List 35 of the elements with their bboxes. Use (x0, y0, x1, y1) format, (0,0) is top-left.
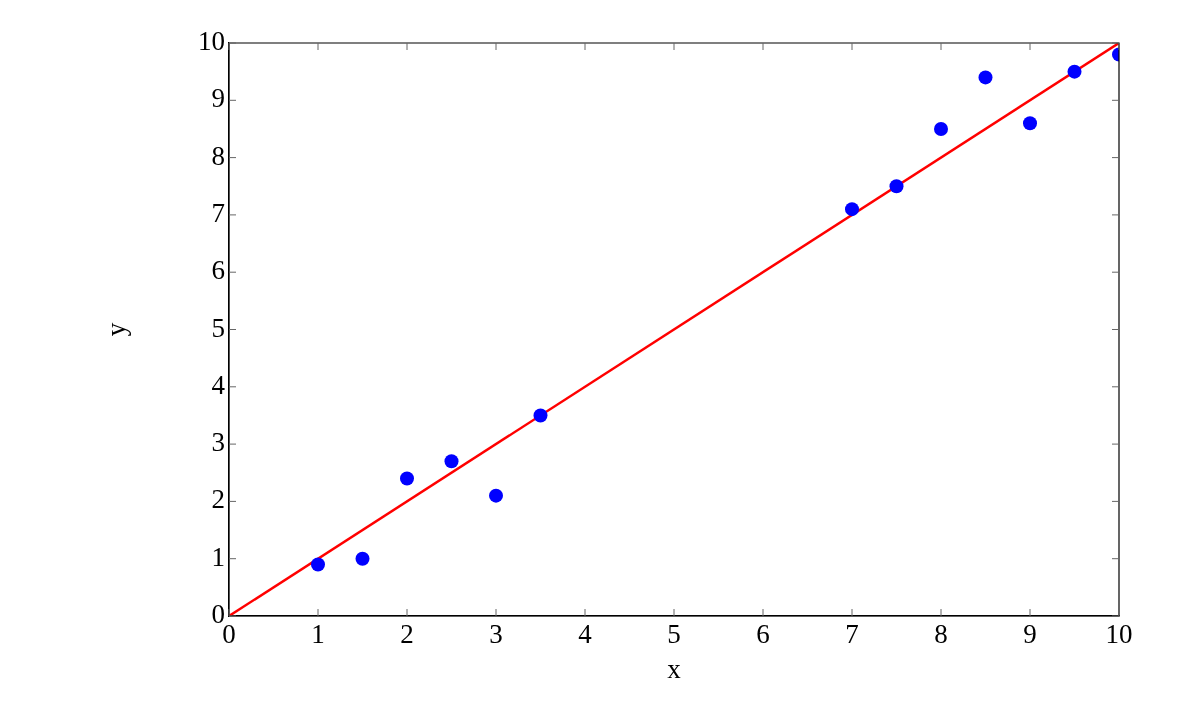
point (978, 70, 993, 85)
y-tick-label: 6 (211, 255, 225, 286)
x-tick-label: 6 (756, 619, 770, 650)
x-tick-label: 2 (400, 619, 414, 650)
point (533, 408, 548, 423)
x-tick-label: 8 (934, 619, 948, 650)
y-tick-label: 5 (211, 312, 225, 343)
x-tick-label: 5 (667, 619, 681, 650)
point (489, 488, 503, 503)
y-tick-label: 7 (211, 197, 225, 228)
point (311, 557, 325, 572)
y-tick-label: 10 (198, 26, 225, 57)
x-tick-label: 1 (311, 619, 325, 650)
x-tick-label: 4 (578, 619, 593, 650)
x-tick-label: 9 (1023, 619, 1037, 650)
point (1023, 116, 1037, 131)
y-tick-label: 8 (211, 140, 225, 171)
y-axis-title: y (101, 322, 132, 337)
x-tick-label: 7 (845, 619, 859, 650)
y-tick-label: 2 (211, 484, 225, 515)
y-tick-label: 4 (211, 369, 226, 400)
point (444, 454, 459, 469)
point (845, 202, 859, 217)
y-tick-label: 1 (211, 541, 225, 572)
point (934, 121, 948, 136)
y-tick-label: 3 (211, 427, 225, 458)
x-tick-label: 3 (489, 619, 503, 650)
point (400, 471, 414, 486)
point (355, 551, 370, 566)
x-axis-title: x (667, 653, 682, 684)
y-tick-label: 0 (211, 599, 225, 630)
y-tick-label: 9 (211, 83, 225, 114)
x-tick-label: 10 (1105, 619, 1133, 650)
point (1067, 64, 1082, 79)
point (889, 179, 904, 194)
